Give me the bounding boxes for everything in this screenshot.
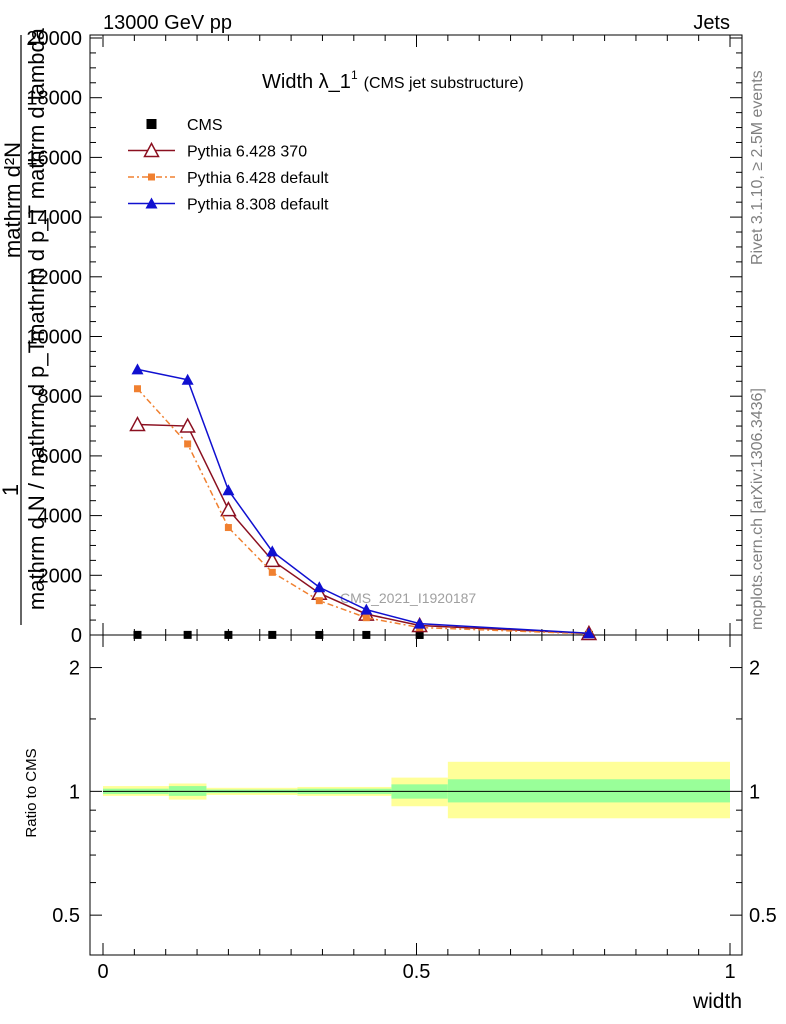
legend-marker-3	[145, 197, 158, 209]
series-point-3	[131, 363, 144, 375]
analysis-watermark: CMS_2021_I1920187	[340, 590, 476, 606]
header-energy: 13000 GeV pp	[103, 12, 232, 34]
y-tick-label: 0	[71, 625, 82, 647]
y-label-fraction-num: mathrm d²N	[0, 142, 25, 258]
series-line-1	[137, 423, 589, 635]
x-tick-label: 1	[724, 961, 735, 983]
y-tick-label: 8000	[38, 386, 83, 408]
y-tick-label: 18000	[26, 88, 82, 110]
series-point-1	[179, 417, 196, 433]
y-tick-label: 4000	[38, 506, 83, 528]
y-label-fraction-den: mathrm d p_T mathrm d lambda	[24, 27, 49, 342]
ratio-y-tick-label: 2	[69, 658, 80, 680]
rivet-label: Rivet 3.1.10, ≥ 2.5M events	[749, 70, 766, 265]
series-point-1	[129, 415, 146, 432]
series-point-1	[220, 501, 237, 517]
series-point-2	[362, 614, 370, 622]
y-tick-label: 20000	[26, 28, 82, 50]
main-series-layer	[129, 363, 598, 641]
y-tick-label: 14000	[26, 207, 82, 229]
legend-label-1: Pythia 6.428 370	[187, 144, 307, 161]
series-point-2	[268, 568, 276, 576]
y-tick-label: 10000	[26, 327, 82, 349]
ratio-bands-layer	[103, 761, 730, 819]
ratio-y-tick-label: 0.5	[52, 905, 80, 927]
series-point-0	[362, 630, 371, 639]
ratio-y-tick-label-right: 0.5	[749, 905, 777, 927]
series-point-1	[264, 551, 281, 568]
series-point-3	[313, 581, 326, 593]
series-point-3	[582, 627, 595, 639]
y-axis-label: 1 mathrm d N / mathrm d p_T mathrm d²N m…	[0, 27, 49, 625]
y-tick-label: 16000	[26, 147, 82, 169]
series-line-2	[136, 388, 589, 635]
series-point-2	[133, 385, 141, 393]
ratio-axis-label: Ratio to CMS	[23, 748, 40, 837]
main-axis-ticks: 0 2000 4000 6000 8000 10000 12000 14000 16000 180…	[26, 28, 742, 647]
x-tick-label: 0	[97, 961, 108, 983]
ratio-axis-ticks: 0.5 0.5 1 1 2 2 0 0.5 1	[52, 635, 777, 983]
series-point-0	[183, 630, 192, 639]
ratio-y-tick-label-right: 2	[749, 658, 760, 680]
x-axis-label: width	[692, 990, 742, 1013]
series-point-3	[360, 603, 373, 615]
series-point-3	[222, 484, 235, 496]
series-point-2	[224, 524, 232, 532]
y-tick-label: 6000	[38, 446, 83, 468]
legend-label-2: Pythia 6.428 default	[187, 170, 329, 187]
y-label-denominator: mathrm d N / mathrm d p_T	[24, 340, 49, 610]
series-point-2	[184, 440, 192, 448]
legend-marker-0	[146, 119, 157, 129]
header-process: Jets	[693, 12, 730, 34]
series-point-3	[266, 545, 279, 557]
legend-marker-1	[143, 141, 160, 158]
series-point-0	[133, 630, 142, 639]
series-point-0	[315, 630, 324, 639]
series-point-0	[415, 630, 424, 639]
legend: CMS Pythia 6.428 370 Pythia 6.428 default P…	[128, 117, 329, 214]
legend-label-0: CMS	[187, 117, 223, 134]
ratio-band-green	[447, 779, 730, 803]
ratio-y-tick-label-right: 1	[749, 781, 760, 803]
series-line-3	[137, 368, 589, 634]
y-tick-label: 12000	[26, 267, 82, 289]
series-point-0	[268, 630, 277, 639]
legend-marker-2	[148, 173, 155, 181]
chart-title: Width λ_11 (CMS jet substructure)	[262, 68, 524, 93]
legend-label-3: Pythia 8.308 default	[187, 197, 329, 214]
series-point-3	[413, 617, 426, 629]
y-label-numerator: 1	[0, 484, 23, 496]
series-point-0	[224, 630, 233, 639]
x-tick-label: 0.5	[403, 961, 431, 983]
svg-text:Width λ_11(CMS jet substructur: Width λ_11 (CMS jet substructure)	[262, 68, 524, 93]
series-point-3	[181, 373, 194, 385]
ratio-y-tick-label: 1	[69, 781, 80, 803]
y-tick-label: 2000	[38, 565, 83, 587]
mcplots-label: mcplots.cern.ch [arXiv:1306.3436]	[749, 388, 766, 630]
series-point-2	[315, 597, 323, 605]
